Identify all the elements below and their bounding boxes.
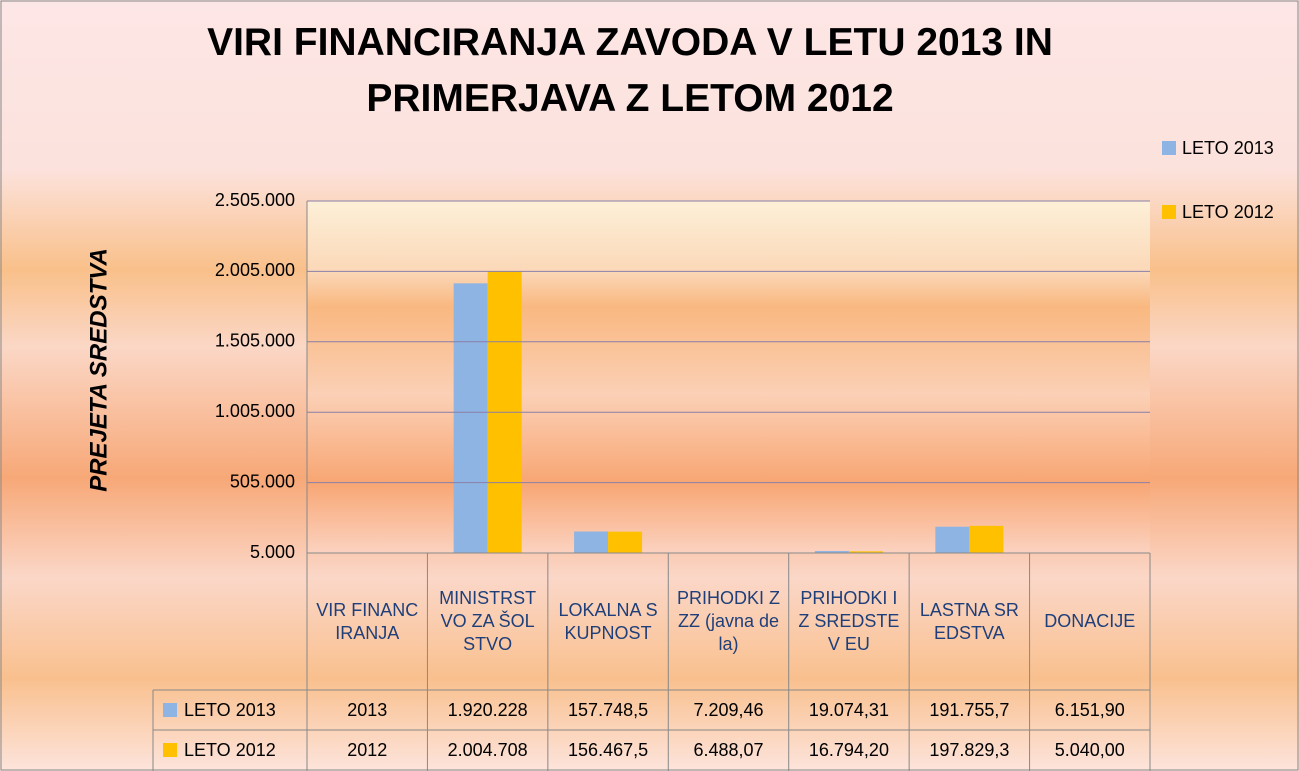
table-value: 156.467,5 — [568, 740, 648, 760]
table-value: 191.755,7 — [929, 700, 1009, 720]
y-tick-label: 5.000 — [250, 542, 295, 562]
y-axis-title: PREJETA SREDSTVA — [85, 248, 112, 492]
bar — [935, 526, 970, 553]
y-tick-label: 1.505.000 — [215, 331, 295, 351]
table-value: 6.151,90 — [1055, 700, 1125, 720]
bar — [608, 531, 643, 553]
table-value: 197.829,3 — [929, 740, 1009, 760]
table-value: 2.004.708 — [448, 740, 528, 760]
y-tick-label: 2.505.000 — [215, 190, 295, 210]
legend-label: LETO 2012 — [1182, 202, 1274, 222]
table-series-label: LETO 2013 — [184, 700, 276, 720]
bar — [574, 531, 609, 553]
legend-label: LETO 2013 — [1182, 138, 1274, 158]
bar — [848, 551, 883, 553]
category-cell: PRIHODKI IZ SREDSTEV EU — [798, 588, 900, 654]
category-cell: LASTNA SREDSTVA — [919, 599, 1019, 643]
table-value: 19.074,31 — [809, 700, 889, 720]
table-value: 2013 — [347, 700, 387, 720]
y-tick-label: 505.000 — [230, 471, 295, 491]
table-value: 1.920.228 — [448, 700, 528, 720]
y-tick-label: 1.005.000 — [215, 401, 295, 421]
x-tick-label: LASTNA SREDSTVA — [919, 599, 1019, 643]
table-legend-key — [163, 703, 177, 717]
table-value: 2012 — [347, 740, 387, 760]
category-cell: VIR FINANCIRANJA — [316, 599, 419, 643]
bar — [814, 551, 849, 553]
legend-key — [1162, 205, 1176, 219]
chart-title: VIRI FINANCIRANJA ZAVODA V LETU 2013 IN … — [207, 21, 1053, 120]
x-tick-label: DONACIJE — [1044, 611, 1136, 631]
x-tick-label: LOKALNA SKUPNOST — [558, 599, 658, 643]
legend-key — [1162, 141, 1176, 155]
bar — [969, 525, 1004, 553]
category-cell: MINISTRSTVO ZA ŠOLSTVO — [439, 588, 537, 654]
y-tick-label: 2.005.000 — [215, 260, 295, 280]
table-value: 16.794,20 — [809, 740, 889, 760]
category-cell: DONACIJE — [1044, 611, 1136, 631]
x-tick-label: PRIHODKI IZ SREDSTEV EU — [798, 588, 900, 654]
title-box: VIRI FINANCIRANJA ZAVODA V LETU 2013 IN … — [207, 21, 1053, 120]
plot-area — [307, 201, 1150, 553]
x-tick-label: MINISTRSTVO ZA ŠOLSTVO — [439, 588, 537, 654]
table-value: 6.488,07 — [693, 740, 763, 760]
x-tick-label: VIR FINANCIRANJA — [316, 599, 419, 643]
table-series-label: LETO 2012 — [184, 740, 276, 760]
bar — [453, 283, 488, 553]
x-tick-label: PRIHODKI ZZZ (javna dela) — [676, 588, 780, 654]
table-legend-key — [163, 743, 177, 757]
table-value: 5.040,00 — [1055, 740, 1125, 760]
category-cell: LOKALNA SKUPNOST — [558, 599, 658, 643]
category-cell: PRIHODKI ZZZ (javna dela) — [676, 588, 780, 654]
table-value: 157.748,5 — [568, 700, 648, 720]
table-value: 7.209,46 — [693, 700, 763, 720]
